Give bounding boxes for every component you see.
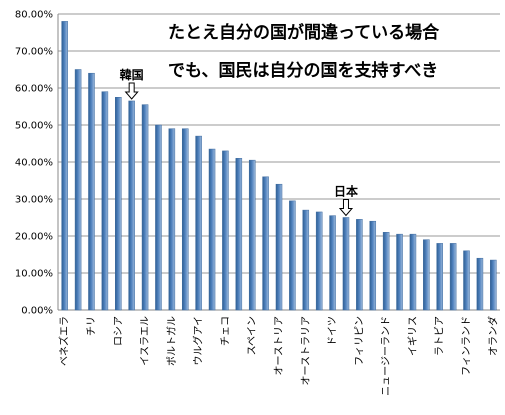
- bar: [436, 243, 443, 311]
- chart-title-line-2: でも、国民は自分の国を支持すべき: [168, 61, 439, 81]
- x-tick-label: ベネズエラ: [58, 316, 71, 366]
- bar: [289, 200, 296, 311]
- bar: [168, 128, 176, 311]
- x-tick-label: ポルトガル: [166, 316, 178, 366]
- annotation-label: 韓国: [120, 67, 144, 82]
- chart-title-line-1: たとえ自分の国が間違っている場合: [168, 23, 440, 43]
- y-tick-label: 50.00%: [15, 121, 53, 132]
- bar: [208, 148, 216, 311]
- x-tick-label: ウルグアイ: [192, 316, 205, 366]
- bar: [329, 215, 336, 311]
- bar: [356, 219, 363, 311]
- bar: [181, 128, 189, 311]
- bar: [115, 97, 122, 311]
- y-tick-label: 0.00%: [21, 306, 53, 317]
- x-tick-label: ドイツ: [328, 316, 339, 346]
- x-tick-label: フィリピン: [353, 316, 365, 366]
- bar: [101, 91, 109, 311]
- bar: [342, 217, 350, 311]
- bar: [396, 233, 403, 311]
- bar: [235, 158, 243, 311]
- bar: [409, 233, 417, 311]
- annotation-arrow: [124, 82, 139, 100]
- x-tick-label: ラトビア: [434, 316, 446, 356]
- bar: [195, 135, 202, 311]
- y-tick-label: 70.00%: [15, 47, 53, 58]
- bar: [476, 257, 484, 311]
- bar: [423, 239, 430, 311]
- y-tick-label: 10.00%: [15, 269, 53, 280]
- bar: [61, 21, 68, 311]
- bar: [74, 69, 82, 311]
- bar: [275, 183, 283, 311]
- annotation-arrow: [338, 199, 354, 217]
- bar: [88, 72, 95, 311]
- annotation-label: 日本: [334, 184, 358, 199]
- x-tick-label: フィンランド: [461, 316, 473, 376]
- x-tick-label: オランダ: [486, 316, 499, 356]
- x-tick-label: イギリス: [407, 316, 419, 356]
- bar: [490, 259, 497, 311]
- x-tick-label: チリ: [85, 316, 97, 336]
- bar: [248, 159, 256, 311]
- bar: [128, 100, 135, 311]
- bar: [463, 250, 470, 311]
- bar: [382, 232, 390, 311]
- y-tick-label: 40.00%: [15, 158, 53, 169]
- bar: [262, 176, 269, 311]
- bar: [222, 150, 229, 311]
- y-tick-label: 60.00%: [15, 84, 53, 95]
- y-tick-label: 80.00%: [15, 10, 53, 21]
- bar: [155, 124, 162, 311]
- x-tick-label: オーストリア: [273, 316, 285, 376]
- x-tick-label: イスラエル: [139, 316, 151, 366]
- bar: [449, 243, 457, 311]
- x-tick-label: スペイン: [247, 316, 258, 355]
- bar: [302, 209, 310, 311]
- y-tick-label: 20.00%: [15, 232, 53, 243]
- x-tick-label: ニュージーランド: [380, 316, 392, 396]
- x-tick-label: ロシア: [113, 316, 124, 346]
- x-tick-label: オーストラリア: [300, 316, 312, 386]
- bar: [141, 104, 149, 311]
- bar: [315, 211, 323, 311]
- y-tick-label: 30.00%: [15, 195, 53, 206]
- bar: [369, 220, 377, 311]
- x-tick-label: チェコ: [219, 316, 231, 346]
